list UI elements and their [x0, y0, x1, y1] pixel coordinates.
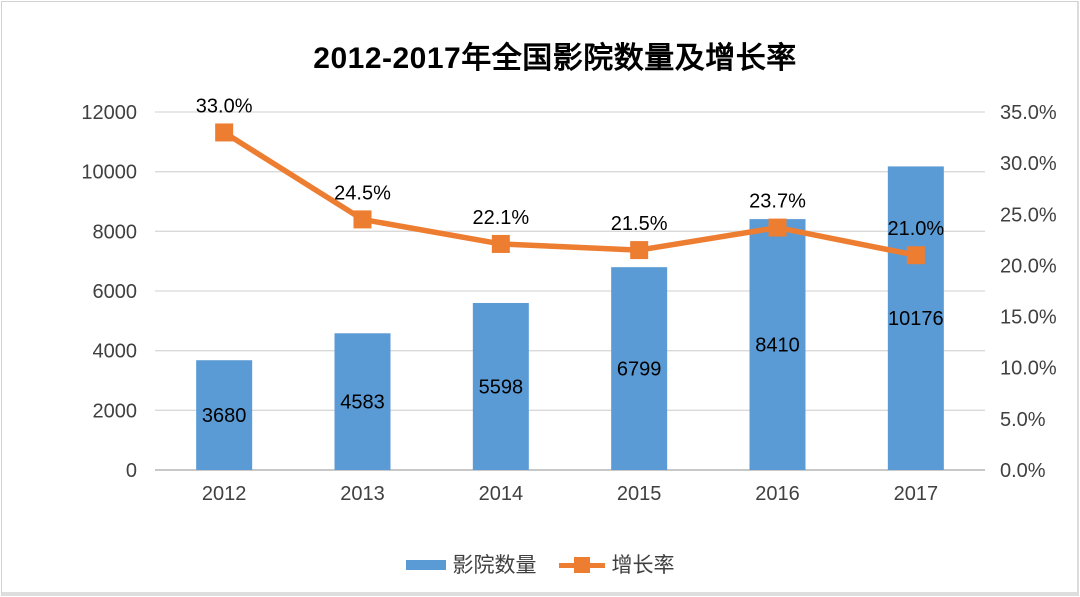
bar-2013	[334, 333, 391, 470]
left-axis-tick-label: 6000	[93, 281, 138, 303]
category-label: 2012	[202, 483, 247, 505]
right-axis-tick-label: 30.0%	[1000, 153, 1057, 175]
right-axis-tick-label: 5.0%	[1000, 409, 1046, 431]
left-axis-tick-label: 2000	[93, 400, 138, 422]
bar-2014	[472, 302, 529, 470]
left-axis-tick-label: 8000	[93, 221, 138, 243]
bar-value-label: 3680	[202, 405, 247, 427]
category-label: 2016	[755, 483, 800, 505]
line-value-label: 21.5%	[611, 213, 668, 235]
category-label: 2015	[617, 483, 662, 505]
bar-2015	[611, 267, 668, 470]
right-axis-tick-label: 0.0%	[1000, 460, 1046, 482]
right-axis-tick-label: 25.0%	[1000, 204, 1057, 226]
chart-canvas: 0 2000 4000 6000 8000 10000 12000 0.0% 5.0% 10.0%…	[81, 95, 1057, 505]
right-axis-tick-label: 10.0%	[1000, 358, 1057, 380]
bar-value-label: 8410	[755, 335, 800, 357]
growth-rate-line	[222, 130, 917, 258]
right-axis-tick-label: 20.0%	[1000, 255, 1057, 277]
legend-label-cinema-count: 影院数量	[452, 553, 537, 577]
legend-line-swatch-icon	[558, 556, 605, 574]
bar-2016	[749, 219, 806, 470]
line-marker	[491, 234, 510, 253]
chart-title: 2012-2017年全国影院数量及增长率	[313, 42, 797, 75]
line-value-label: 21.0%	[887, 218, 944, 240]
left-axis-tick-label: 10000	[81, 162, 137, 184]
category-label: 2013	[340, 483, 385, 505]
line-value-label: 22.1%	[472, 207, 529, 229]
line-marker	[768, 218, 787, 237]
bar-2012	[196, 360, 253, 470]
legend-bar-swatch-icon	[405, 560, 446, 570]
bar-value-label: 5598	[479, 376, 524, 398]
bar-value-label: 10176	[888, 308, 944, 330]
bar-value-label: 6799	[617, 359, 662, 381]
line-marker	[630, 241, 649, 260]
line-marker	[215, 123, 234, 142]
bar-value-label: 4583	[340, 392, 385, 414]
left-axis-tick-label: 0	[126, 460, 137, 482]
line-marker	[353, 210, 372, 229]
chart-legend: 影院数量 增长率	[0, 551, 1080, 579]
left-axis-tick-label: 12000	[81, 102, 137, 124]
legend-label-growth-rate: 增长率	[611, 553, 675, 577]
line-value-label: 24.5%	[334, 182, 391, 204]
legend-item-growth-rate: 增长率	[558, 553, 675, 577]
bar-2017	[887, 166, 944, 470]
right-axis-tick-label: 15.0%	[1000, 307, 1057, 329]
line-value-label: 23.7%	[749, 191, 806, 213]
legend-line-marker	[573, 557, 590, 573]
line-value-label: 33.0%	[196, 95, 253, 117]
left-axis-tick-label: 4000	[93, 341, 138, 363]
category-label: 2014	[479, 483, 524, 505]
right-axis-tick-label: 35.0%	[1000, 102, 1057, 124]
line-marker	[906, 246, 925, 265]
category-label: 2017	[894, 483, 939, 505]
legend-item-cinema-count: 影院数量	[405, 553, 537, 577]
